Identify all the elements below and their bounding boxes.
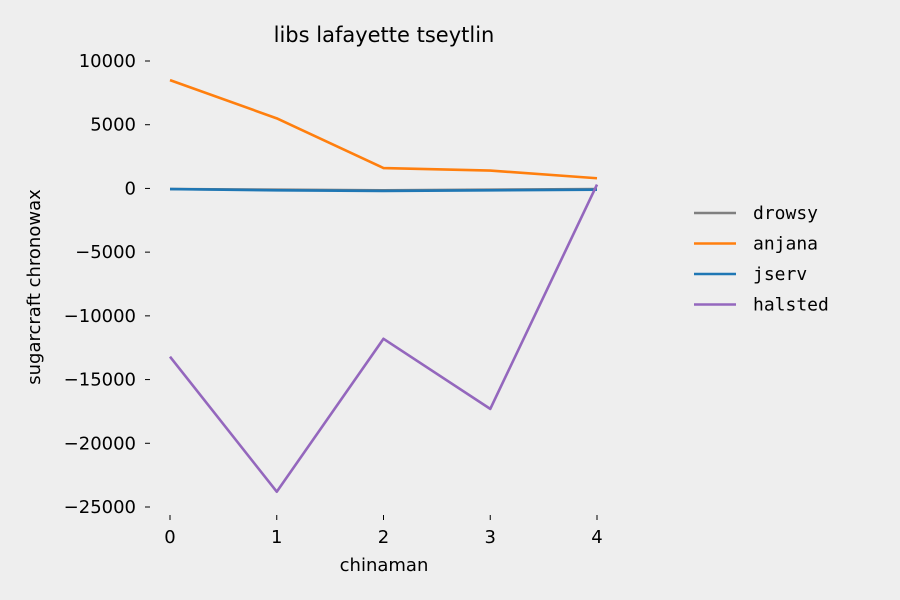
series-line-jserv	[169, 187, 598, 193]
y-tick-label: −15000	[64, 370, 136, 391]
y-axis-label: sugarcraft chronowax	[24, 189, 45, 385]
series-line-anjana	[169, 78, 598, 180]
x-axis-label: chinaman	[340, 555, 429, 576]
y-axis: −25000 −20000 −15000 −10000 −5000 0 5000 10000	[64, 51, 150, 518]
chart-title: libs lafayette tseytlin	[274, 23, 495, 47]
legend-label-halsted: halsted	[753, 295, 829, 316]
y-tick-label: −20000	[64, 433, 136, 454]
x-tick-label: 3	[485, 527, 496, 548]
y-tick-label: 0	[125, 178, 136, 199]
y-tick-label: −5000	[75, 242, 136, 263]
x-tick-label: 0	[164, 527, 175, 548]
y-tick-label: −25000	[64, 497, 136, 518]
x-tick-label: 2	[378, 527, 389, 548]
legend: drowsy anjana jserv halsted	[694, 203, 829, 316]
x-tick-label: 4	[591, 527, 602, 548]
y-tick-label: −10000	[64, 306, 136, 327]
legend-label-anjana: anjana	[753, 234, 818, 255]
series-line-halsted	[168, 184, 599, 494]
x-axis: 0 1 2 3 4	[164, 515, 603, 548]
y-tick-label: 5000	[90, 115, 136, 136]
x-tick-label: 1	[271, 527, 282, 548]
legend-label-jserv: jserv	[753, 264, 807, 285]
y-tick-label: 10000	[79, 51, 136, 72]
series-lines	[168, 78, 599, 494]
legend-label-drowsy: drowsy	[753, 203, 818, 224]
